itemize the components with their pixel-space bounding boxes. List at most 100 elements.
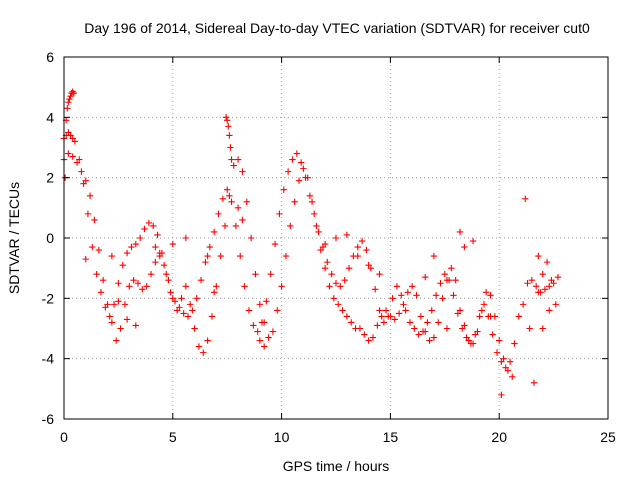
data-point: [509, 373, 516, 380]
data-point: [265, 334, 272, 341]
data-points: [60, 88, 562, 399]
data-point: [546, 307, 553, 314]
data-point: [108, 319, 116, 326]
data-point: [369, 334, 377, 341]
data-point: [110, 301, 118, 308]
data-point: [321, 264, 329, 272]
data-point: [424, 319, 431, 326]
data-point: [330, 295, 338, 302]
data-point: [64, 105, 71, 112]
data-point: [145, 219, 153, 227]
data-point: [413, 292, 420, 299]
data-point: [511, 340, 518, 347]
y-tick-label: -2: [42, 290, 55, 306]
data-point: [65, 150, 72, 157]
data-point: [173, 307, 181, 314]
data-point: [225, 123, 232, 130]
data-point: [343, 231, 351, 239]
data-point: [226, 132, 233, 139]
data-point: [232, 222, 240, 230]
series-3: [61, 88, 553, 399]
data-point: [482, 289, 490, 296]
data-point: [548, 277, 555, 284]
data-point: [147, 271, 155, 278]
data-point: [400, 301, 407, 308]
data-point: [130, 277, 137, 284]
data-point: [193, 295, 200, 302]
data-point: [461, 322, 468, 329]
data-point: [291, 198, 298, 205]
data-point: [426, 337, 433, 344]
data-point: [217, 252, 224, 260]
data-point: [398, 292, 405, 299]
data-point: [348, 319, 355, 326]
data-point: [358, 237, 366, 245]
data-point: [500, 355, 507, 362]
data-point: [219, 195, 227, 202]
data-point: [95, 246, 103, 254]
data-point: [422, 274, 429, 281]
data-point: [115, 280, 122, 287]
data-point: [195, 343, 203, 350]
data-point: [66, 96, 73, 103]
data-point: [123, 316, 131, 323]
data-point: [297, 159, 305, 166]
data-point: [139, 286, 146, 293]
y-tick-label: -6: [42, 411, 55, 427]
y-tick-label: 4: [46, 109, 54, 125]
data-point: [324, 258, 331, 266]
series-1: [60, 129, 562, 371]
data-point: [382, 307, 390, 314]
data-point: [404, 289, 412, 296]
data-point: [430, 334, 438, 341]
series-2: [60, 150, 559, 386]
data-point: [293, 150, 301, 157]
data-point: [506, 358, 514, 365]
data-point: [371, 286, 379, 293]
data-point: [515, 313, 522, 320]
data-point: [99, 277, 107, 284]
data-point: [354, 252, 361, 260]
data-point: [180, 310, 187, 317]
data-point: [224, 186, 231, 193]
data-point: [250, 322, 257, 329]
data-point: [121, 301, 129, 308]
data-point: [89, 243, 96, 251]
data-point: [474, 328, 481, 335]
data-point: [332, 280, 340, 287]
y-tick-label: 2: [46, 170, 54, 186]
data-point: [435, 319, 442, 326]
data-point: [208, 313, 216, 320]
data-point: [480, 301, 488, 308]
data-point: [213, 283, 220, 290]
data-point: [82, 255, 89, 263]
data-point: [389, 295, 396, 302]
data-point: [269, 328, 277, 335]
data-point: [200, 349, 207, 356]
data-point: [443, 325, 451, 332]
data-point: [387, 313, 394, 320]
data-point: [328, 271, 335, 278]
data-point: [104, 301, 111, 308]
data-point: [71, 138, 79, 145]
data-point: [428, 307, 435, 314]
data-point: [160, 261, 168, 269]
data-point: [430, 252, 438, 260]
data-point: [337, 283, 344, 290]
data-point: [206, 243, 213, 251]
data-point: [150, 222, 157, 230]
data-point: [256, 337, 264, 344]
data-point: [91, 216, 98, 224]
data-point: [311, 210, 318, 218]
data-point: [450, 292, 457, 299]
data-point: [543, 258, 551, 266]
data-point: [456, 307, 464, 314]
y-tick-label: 0: [46, 230, 54, 246]
data-point: [317, 246, 324, 254]
data-point: [334, 301, 342, 308]
y-tick-label: 6: [46, 49, 54, 65]
data-point: [363, 246, 370, 254]
data-point: [226, 192, 233, 199]
data-point: [189, 307, 196, 314]
